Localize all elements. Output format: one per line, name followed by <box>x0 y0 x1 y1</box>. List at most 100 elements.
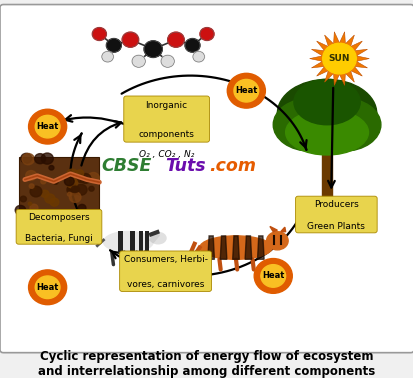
Circle shape <box>64 177 74 186</box>
Polygon shape <box>309 32 368 85</box>
Circle shape <box>45 194 55 203</box>
Circle shape <box>30 186 42 197</box>
Circle shape <box>106 39 121 52</box>
Text: SUN: SUN <box>328 54 349 63</box>
FancyBboxPatch shape <box>295 196 376 233</box>
Text: .com: .com <box>209 157 256 175</box>
Ellipse shape <box>277 79 376 147</box>
Circle shape <box>185 39 199 52</box>
Circle shape <box>66 178 77 188</box>
Circle shape <box>34 153 45 164</box>
Circle shape <box>21 153 31 163</box>
Text: Tuts: Tuts <box>165 157 206 175</box>
Text: CBSE: CBSE <box>101 157 152 175</box>
Text: Heat: Heat <box>261 271 284 280</box>
FancyBboxPatch shape <box>19 157 99 215</box>
Circle shape <box>89 186 94 191</box>
FancyBboxPatch shape <box>119 251 211 291</box>
Ellipse shape <box>103 231 153 253</box>
FancyBboxPatch shape <box>117 231 122 253</box>
Text: O₂ , CO₂ , N₂: O₂ , CO₂ , N₂ <box>139 150 194 159</box>
Text: Inorganic: Inorganic <box>145 101 187 110</box>
Circle shape <box>254 259 292 293</box>
Circle shape <box>41 190 49 197</box>
Circle shape <box>35 276 60 299</box>
FancyBboxPatch shape <box>145 231 148 253</box>
Circle shape <box>71 186 78 192</box>
Circle shape <box>30 204 38 212</box>
Circle shape <box>28 109 66 144</box>
Ellipse shape <box>293 79 359 125</box>
Circle shape <box>29 184 34 188</box>
Ellipse shape <box>266 232 287 250</box>
Circle shape <box>53 180 58 184</box>
Polygon shape <box>257 236 263 259</box>
Circle shape <box>50 198 59 206</box>
Text: Producers: Producers <box>313 200 358 209</box>
Polygon shape <box>220 236 226 259</box>
Circle shape <box>20 196 26 202</box>
Circle shape <box>66 169 78 179</box>
Text: components: components <box>138 130 194 139</box>
Text: vores, carnivores: vores, carnivores <box>127 280 204 290</box>
Circle shape <box>199 28 214 40</box>
Text: Decomposers: Decomposers <box>28 212 90 222</box>
Polygon shape <box>150 234 159 243</box>
Circle shape <box>32 186 36 190</box>
Text: Bacteria, Fungi: Bacteria, Fungi <box>25 234 93 243</box>
Polygon shape <box>207 236 214 259</box>
Text: Heat: Heat <box>235 86 257 95</box>
FancyBboxPatch shape <box>0 5 413 353</box>
Text: Consumers, Herbi-: Consumers, Herbi- <box>123 255 207 264</box>
Circle shape <box>74 186 79 192</box>
Circle shape <box>75 184 87 195</box>
Ellipse shape <box>150 232 166 244</box>
Circle shape <box>67 184 78 195</box>
Circle shape <box>35 115 60 138</box>
FancyBboxPatch shape <box>138 231 142 253</box>
Text: Heat: Heat <box>36 283 59 292</box>
Polygon shape <box>232 236 239 259</box>
Circle shape <box>233 79 258 102</box>
FancyBboxPatch shape <box>123 96 209 142</box>
Circle shape <box>144 41 162 57</box>
FancyBboxPatch shape <box>130 231 134 253</box>
Circle shape <box>22 153 34 165</box>
Circle shape <box>41 153 53 164</box>
Polygon shape <box>244 236 251 259</box>
Circle shape <box>69 192 81 203</box>
Circle shape <box>192 51 204 62</box>
Circle shape <box>227 73 265 108</box>
Ellipse shape <box>199 236 271 259</box>
Circle shape <box>260 265 285 287</box>
Circle shape <box>102 51 113 62</box>
Circle shape <box>132 55 145 67</box>
Circle shape <box>122 32 138 47</box>
Circle shape <box>76 170 83 177</box>
Circle shape <box>322 43 356 74</box>
Polygon shape <box>280 227 285 232</box>
Circle shape <box>15 205 26 215</box>
Ellipse shape <box>306 98 380 151</box>
Circle shape <box>68 184 77 192</box>
Circle shape <box>26 170 36 180</box>
Circle shape <box>28 270 66 305</box>
FancyBboxPatch shape <box>16 209 102 244</box>
Circle shape <box>78 204 86 212</box>
Circle shape <box>92 28 106 40</box>
Text: Cyclic representation of energy flow of ecosystem
and interrelationship among di: Cyclic representation of energy flow of … <box>38 350 375 378</box>
Ellipse shape <box>273 98 347 151</box>
Circle shape <box>28 202 31 205</box>
Circle shape <box>167 32 184 47</box>
Circle shape <box>88 172 99 183</box>
Circle shape <box>49 166 54 170</box>
Ellipse shape <box>285 110 368 155</box>
Circle shape <box>67 192 71 196</box>
Text: Heat: Heat <box>36 122 59 131</box>
Circle shape <box>39 210 47 217</box>
Circle shape <box>80 174 90 183</box>
Circle shape <box>161 55 174 67</box>
Circle shape <box>41 179 46 184</box>
Polygon shape <box>269 226 277 232</box>
Text: Green Plants: Green Plants <box>307 222 364 231</box>
